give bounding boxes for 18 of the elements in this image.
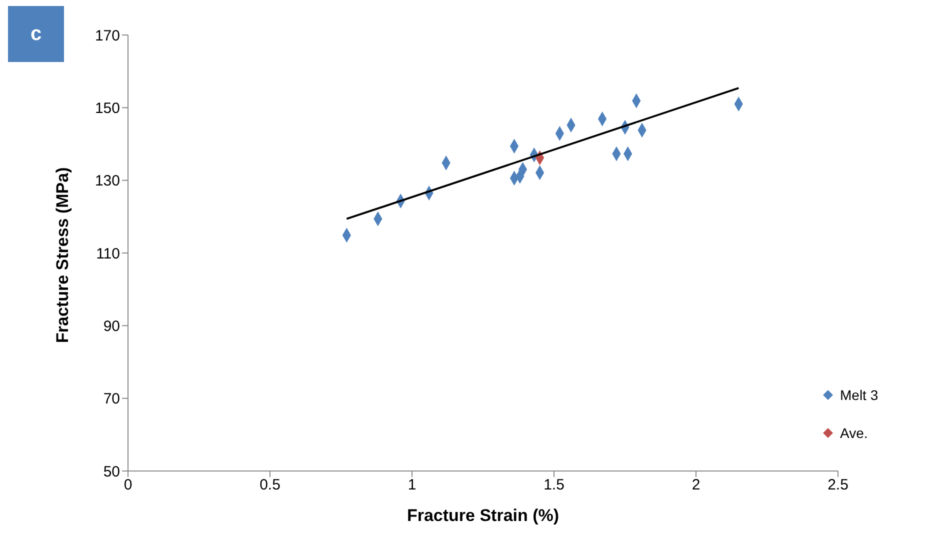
- x-tick-label: 2: [692, 476, 700, 494]
- legend-label: Melt 3: [840, 387, 878, 403]
- text: c: [8, 6, 64, 62]
- y-tick-label: 150: [94, 100, 120, 117]
- x-tick-label: 2.5: [828, 476, 848, 494]
- x-tick-label: 0: [124, 476, 132, 494]
- x-tick-label: 1.5: [544, 476, 564, 494]
- legend-label: Ave.: [840, 425, 868, 441]
- y-tick-label: 50: [103, 463, 120, 480]
- y-axis-title: Fracture Stress (MPa): [53, 167, 72, 343]
- x-tick-label: 1: [408, 476, 416, 494]
- y-tick-label: 110: [96, 245, 120, 262]
- x-axis-title: Fracture Strain (%): [406, 506, 560, 525]
- y-tick-label: 90: [103, 318, 120, 335]
- x-tick-label: 0.5: [260, 476, 280, 494]
- y-tick-label: 130: [94, 172, 120, 190]
- y-tick-label: 170: [94, 27, 120, 44]
- y-tick-label: 70: [103, 390, 120, 408]
